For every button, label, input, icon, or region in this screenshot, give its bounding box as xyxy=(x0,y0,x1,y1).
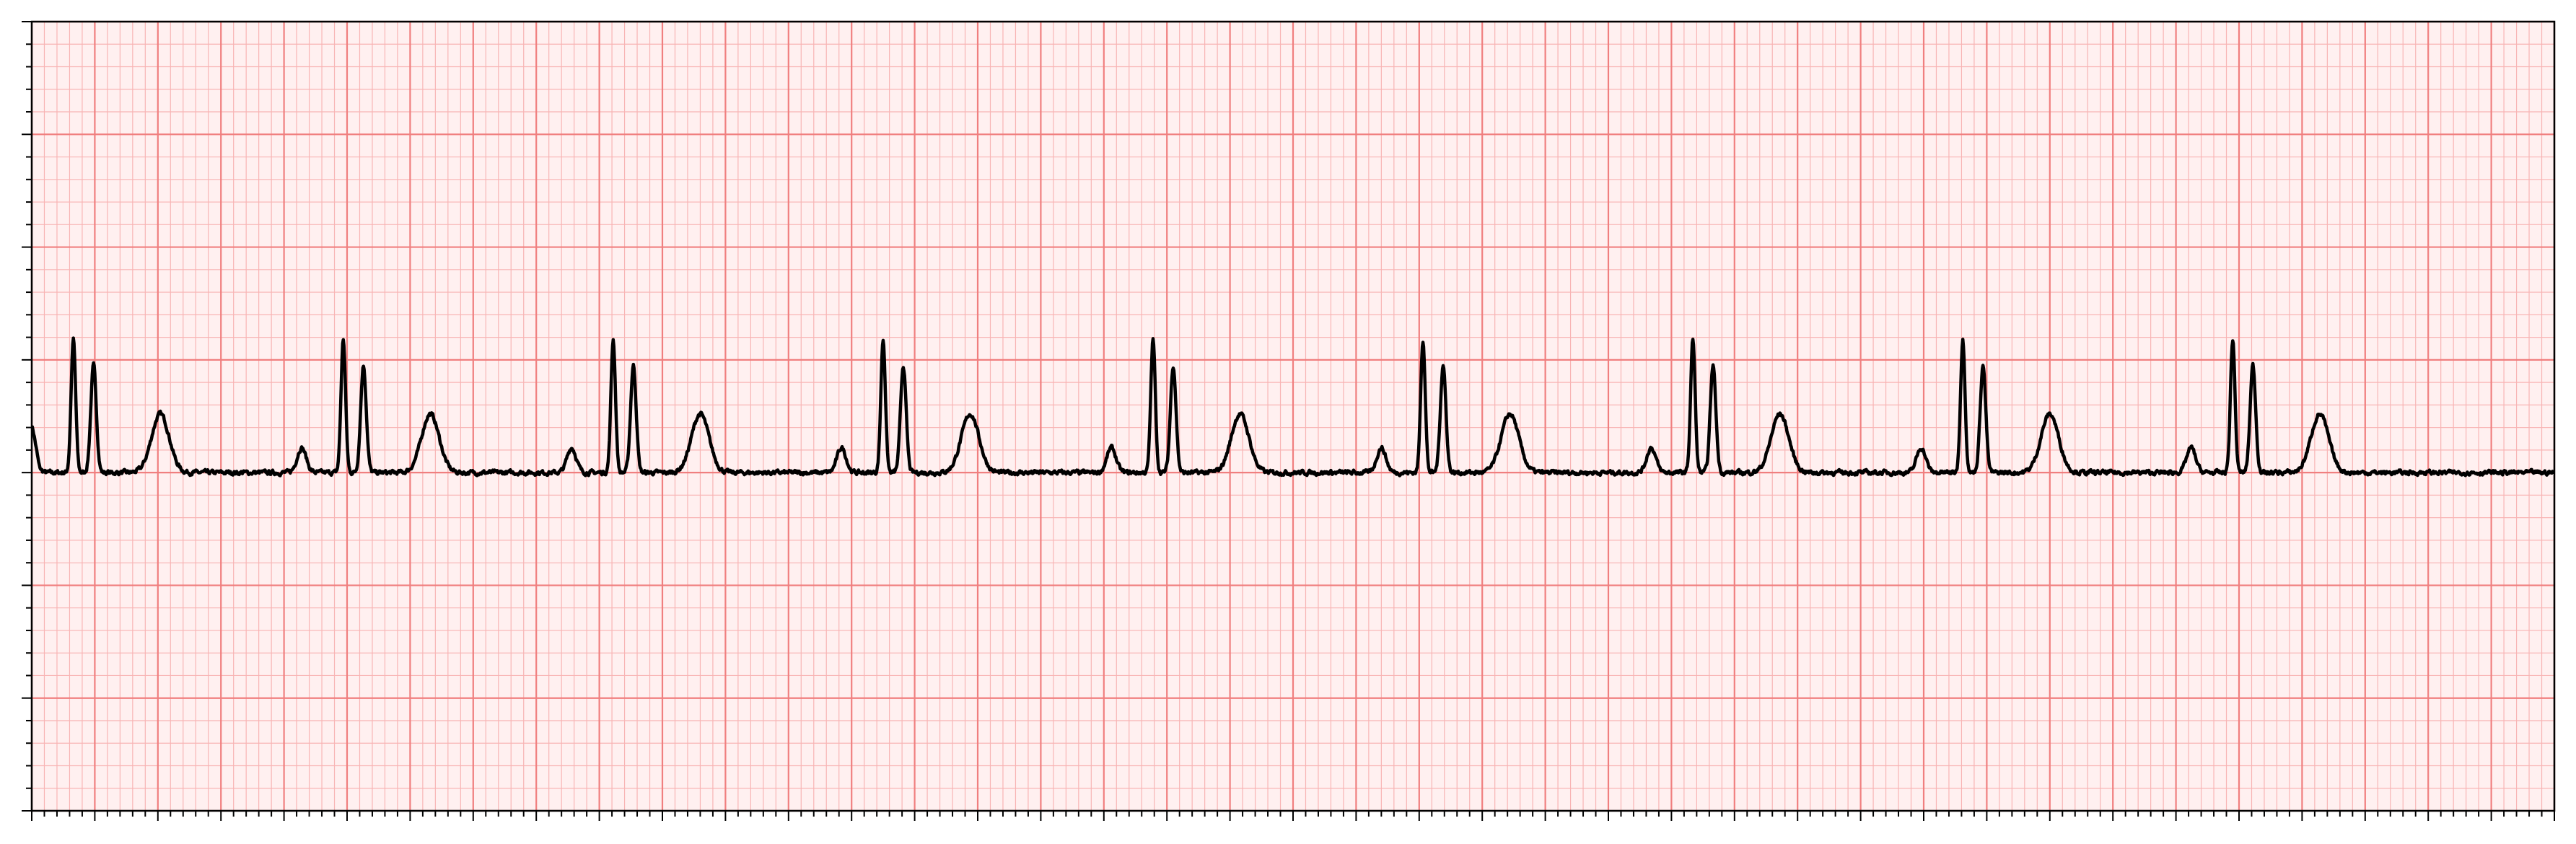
y-axis-ticks xyxy=(22,21,32,812)
x-axis-ticks xyxy=(31,811,2555,821)
ecg-trace xyxy=(30,336,2556,478)
major-grid xyxy=(30,20,2556,812)
